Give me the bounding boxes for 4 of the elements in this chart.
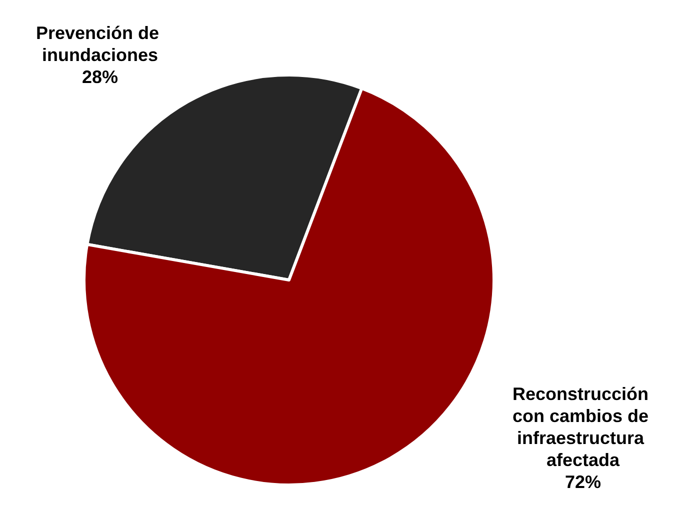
data-label: 28% (82, 67, 118, 87)
data-label: 72% (564, 472, 602, 492)
slice-label: Reconstrucción con cambios de infraestructura afectada (512, 384, 654, 470)
slice-label: Prevención de inundaciones (36, 23, 164, 65)
